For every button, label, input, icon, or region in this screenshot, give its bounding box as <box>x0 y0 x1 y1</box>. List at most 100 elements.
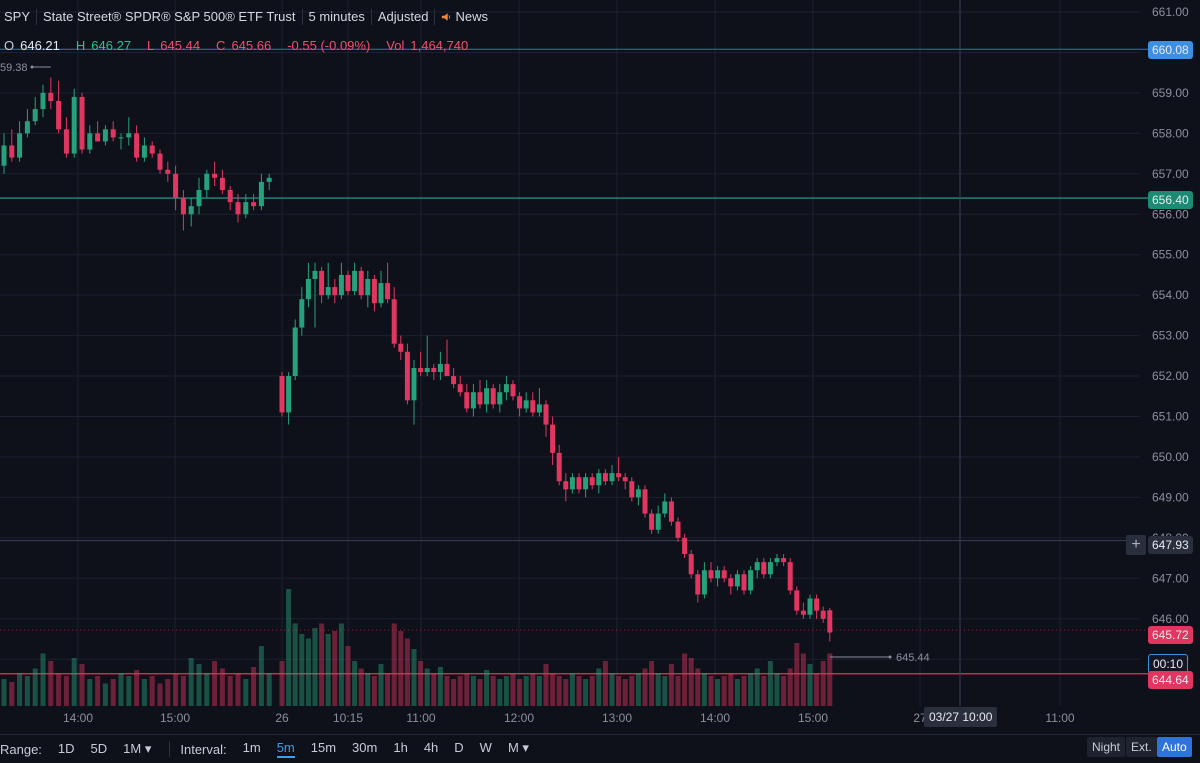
candle-body <box>662 501 668 514</box>
candle-body <box>708 570 714 579</box>
candle-body <box>675 521 681 538</box>
range-2[interactable]: 1M ▾ <box>123 741 152 756</box>
price-label-660[interactable]: 660.08 <box>1148 41 1193 59</box>
candle-body <box>530 400 536 413</box>
volume-bar <box>71 658 77 706</box>
volume-bar <box>464 673 470 706</box>
volume-bar <box>110 679 116 706</box>
candle-body <box>602 473 608 482</box>
volume-bar <box>212 661 218 706</box>
volume-bar <box>523 676 529 706</box>
candlestick-chart[interactable]: 661.00660.00659.00658.00657.00656.00655.… <box>0 0 1200 734</box>
interval-8[interactable]: M ▾ <box>507 740 529 755</box>
volume-bar <box>325 634 331 706</box>
volume-bar <box>715 679 721 706</box>
volume-bar <box>352 661 358 706</box>
candle-body <box>235 202 241 215</box>
range-options: 1D 5D 1M ▾ <box>50 741 159 757</box>
volume-bar <box>563 679 569 706</box>
low-marker-dot <box>888 655 892 659</box>
high-value: 646.27 <box>91 38 132 53</box>
candle-body <box>424 367 430 373</box>
volume-bar <box>668 664 674 706</box>
interval-5[interactable]: 4h <box>423 740 439 755</box>
candle-body <box>312 270 318 279</box>
candle-body <box>292 327 298 377</box>
candle-body <box>470 392 476 409</box>
open-value: 646.21 <box>20 38 60 53</box>
volume-bar <box>404 638 410 706</box>
adjusted-label[interactable]: Adjusted <box>372 9 436 25</box>
candle-body <box>251 202 257 207</box>
interval-options: 1m 5m 15m 30m 1h 4h D W M ▾ <box>235 740 537 758</box>
volume-bar <box>761 676 767 706</box>
volume-bar <box>338 623 344 706</box>
volume-bar <box>662 676 668 706</box>
add-plus-icon[interactable]: + <box>1126 535 1146 555</box>
close-key: C <box>216 38 226 53</box>
candle-body <box>668 501 674 522</box>
interval-6[interactable]: D <box>454 740 464 755</box>
candle-body <box>715 570 721 579</box>
x-tick-label: 11:00 <box>1045 711 1074 725</box>
y-tick-label: 656.00 <box>1152 207 1189 221</box>
session-ext-button[interactable]: Ext. <box>1126 737 1157 757</box>
volume-bar <box>173 673 179 706</box>
volume-bar <box>312 628 318 706</box>
candle-body <box>418 367 424 373</box>
range-0[interactable]: 1D <box>57 741 75 756</box>
countdown-label: 00:10 <box>1148 654 1189 674</box>
volume-bar <box>721 676 727 706</box>
volume-bar <box>56 673 62 706</box>
interval-4[interactable]: 1h <box>393 740 408 755</box>
candle-body <box>748 570 754 591</box>
price-label-644[interactable]: 644.64 <box>1148 671 1193 689</box>
volume-bar <box>9 682 15 706</box>
interval-2[interactable]: 15m <box>310 740 337 755</box>
volume-bar <box>569 673 575 706</box>
volume-bar <box>431 673 437 706</box>
interval-label[interactable]: 5 minutes <box>303 9 372 25</box>
range-1[interactable]: 5D <box>90 741 108 756</box>
interval-1[interactable]: 5m <box>276 740 295 758</box>
volume-bar <box>219 668 225 706</box>
volume-bar <box>1 679 7 706</box>
candle-body <box>17 133 23 158</box>
volume-bar <box>827 653 833 706</box>
candle-body <box>352 270 358 292</box>
interval-0[interactable]: 1m <box>242 740 261 755</box>
volume-bar <box>767 661 773 706</box>
candle-body <box>569 477 575 490</box>
candle-body <box>741 574 747 591</box>
volume-bar <box>385 673 391 706</box>
candle-body <box>800 610 806 615</box>
candle-body <box>754 562 760 571</box>
candle-body <box>110 129 116 138</box>
interval-3[interactable]: 30m <box>352 740 378 755</box>
symbol-label[interactable]: SPY <box>0 9 38 25</box>
news-button[interactable]: News <box>435 9 494 25</box>
session-auto-button[interactable]: Auto <box>1157 737 1192 757</box>
volume-bar <box>701 673 707 706</box>
candle-body <box>227 189 233 203</box>
volume-bar <box>477 679 483 706</box>
candle-body <box>609 473 615 482</box>
volume-bar <box>24 676 30 706</box>
price-label-656[interactable]: 656.40 <box>1148 191 1193 209</box>
candle-body <box>299 299 305 328</box>
candle-body <box>212 173 218 178</box>
volume-bar <box>748 673 754 706</box>
candle-body <box>682 537 688 555</box>
close-value: 645.66 <box>231 38 272 53</box>
volume-bar <box>550 673 556 706</box>
volume-bar <box>800 653 806 706</box>
candle-body <box>358 270 364 296</box>
candle-body <box>503 384 509 393</box>
interval-7[interactable]: W <box>479 740 492 755</box>
candle-body <box>464 392 470 409</box>
volume-bar <box>497 679 503 706</box>
session-night-button[interactable]: Night <box>1087 737 1126 757</box>
candle-body <box>126 133 132 138</box>
volume-bar <box>781 676 787 706</box>
candle-body <box>477 392 483 405</box>
